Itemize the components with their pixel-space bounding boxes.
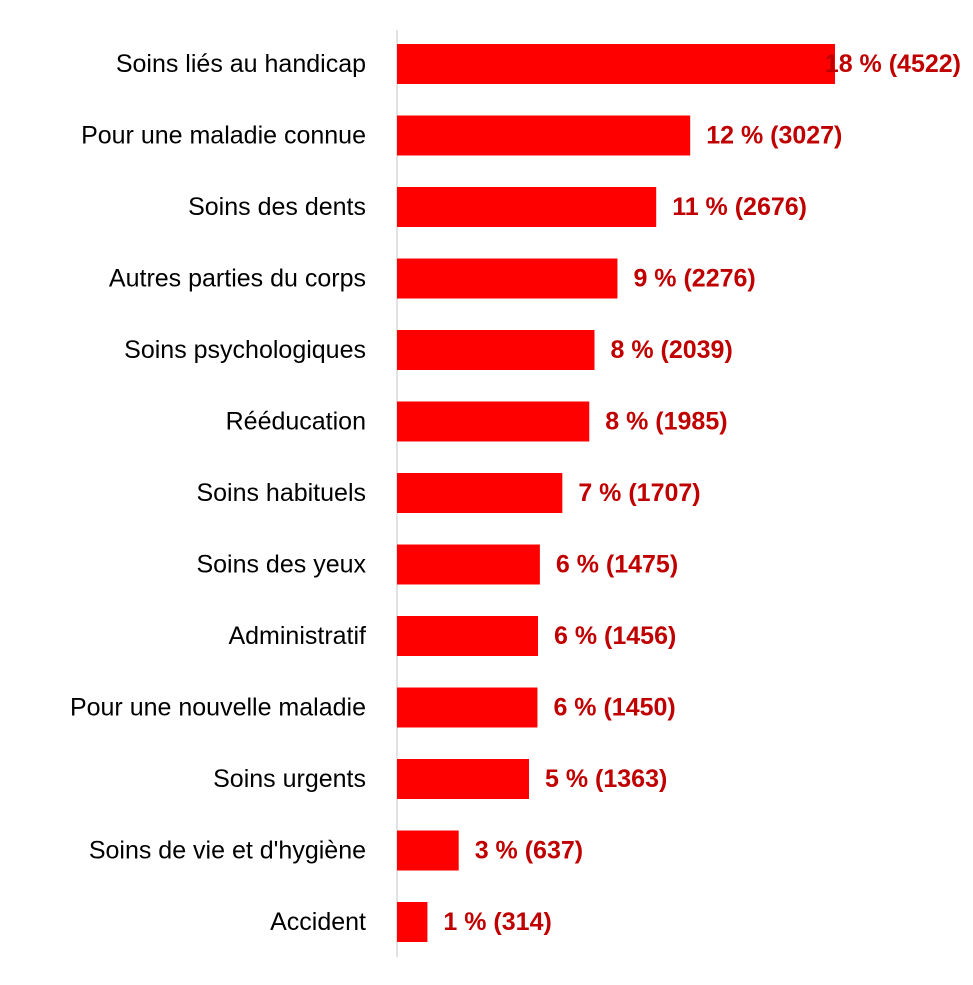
bar	[397, 687, 538, 728]
category-labels-group: Soins liés au handicap Pour une maladie c…	[70, 50, 367, 936]
value-label: 7 % (1707)	[578, 479, 700, 507]
value-label: 6 % (1456)	[554, 622, 676, 650]
bar	[397, 187, 657, 227]
bars-group	[397, 44, 835, 942]
value-label: 8 % (1985)	[605, 408, 727, 436]
bar	[397, 902, 428, 942]
bar	[397, 330, 595, 370]
value-label: 5 % (1363)	[545, 765, 667, 793]
value-label: 11 % (2676)	[672, 193, 807, 221]
category-label: Soins habituels	[196, 479, 366, 507]
category-label: Soins liés au handicap	[116, 50, 366, 78]
bar	[397, 830, 459, 871]
bar	[397, 258, 618, 299]
value-label: 18 % (4522)	[825, 50, 961, 78]
bar	[397, 544, 540, 585]
bar	[397, 401, 590, 442]
value-label: 6 % (1475)	[556, 551, 678, 579]
value-label: 8 % (2039)	[610, 336, 732, 364]
value-label: 1 % (314)	[443, 908, 551, 936]
category-label: Autres parties du corps	[109, 265, 366, 293]
bar	[397, 616, 539, 656]
category-label: Pour une nouvelle maladie	[70, 694, 366, 722]
category-label: Administratif	[228, 622, 366, 650]
value-label: 3 % (637)	[475, 837, 583, 865]
category-label: Soins urgents	[213, 765, 366, 793]
category-label: Soins de vie et d'hygiène	[89, 837, 366, 865]
bar	[397, 44, 835, 84]
category-label: Pour une maladie connue	[81, 122, 366, 150]
value-label: 6 % (1450)	[553, 694, 675, 722]
category-label: Soins des yeux	[196, 551, 366, 579]
bar	[397, 115, 691, 156]
category-label: Accident	[270, 908, 366, 936]
category-label: Soins psychologiques	[124, 336, 366, 364]
value-label: 12 % (3027)	[706, 122, 842, 150]
bar	[397, 759, 530, 799]
bar	[397, 473, 563, 513]
category-label: Rééducation	[226, 408, 366, 436]
value-label: 9 % (2276)	[633, 265, 755, 293]
value-labels-group: 18 % (4522) 12 % (3027) 11 % (2676) 9 % (22…	[443, 50, 961, 936]
category-label: Soins des dents	[188, 193, 366, 221]
